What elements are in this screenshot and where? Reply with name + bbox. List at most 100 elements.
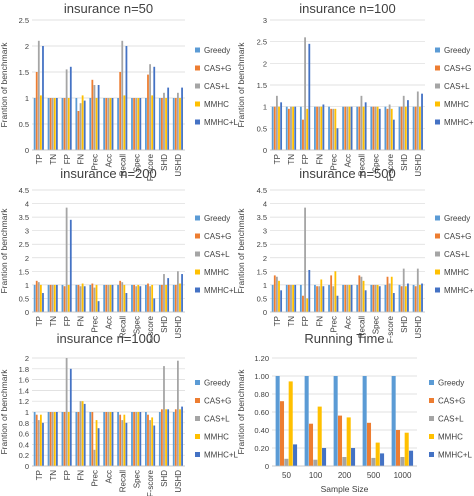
bar-greedy-fp bbox=[299, 106, 302, 150]
x-tick-label: Spec bbox=[132, 154, 141, 172]
bar-cas-plus-g-shd bbox=[161, 409, 163, 466]
y-axis-label: Frantion of benchmark bbox=[236, 369, 246, 455]
bar-cas-plus-g-fn bbox=[316, 106, 318, 150]
bar-mmhc-plus-l-recall bbox=[364, 290, 367, 312]
bar-mmhc-plus-l-fn bbox=[83, 100, 86, 150]
bar-greedy-spec bbox=[370, 284, 373, 312]
bar-mmhc-shd bbox=[165, 284, 167, 312]
legend-entry: MMHC bbox=[204, 100, 229, 109]
bar-cas-plus-l-tp bbox=[37, 40, 40, 150]
bar-mmhc-fn bbox=[320, 106, 323, 150]
legend-swatch bbox=[429, 380, 434, 385]
bar-cas-plus-g-ushd bbox=[414, 106, 417, 150]
bar-cas-plus-l-tn bbox=[51, 412, 54, 466]
bar-mmhc-ushd bbox=[179, 283, 181, 312]
bar-mmhc-plus-l-f-score bbox=[392, 119, 395, 150]
bar-cas-plus-l-f-score bbox=[388, 283, 391, 312]
x-tick-label: Recall bbox=[358, 154, 367, 176]
bar-greedy-shd bbox=[398, 284, 401, 312]
x-tick-label: FP bbox=[63, 316, 72, 326]
legend-swatch bbox=[435, 83, 440, 89]
y-tick-label: 2.5 bbox=[257, 38, 267, 47]
y-tick-label: 0.5 bbox=[19, 294, 29, 303]
x-tick-label: SHD bbox=[160, 316, 169, 333]
x-axis-label: Sample Size bbox=[321, 484, 369, 494]
bar-mmhc-recall bbox=[123, 284, 126, 312]
bar-mmhc-tp bbox=[39, 414, 42, 466]
bar-mmhc-recall bbox=[362, 106, 365, 150]
bar-cas-plus-g-spec bbox=[372, 106, 375, 150]
bar-cas-plus-l-fp bbox=[65, 207, 68, 312]
bar-mmhc-200 bbox=[346, 417, 351, 466]
bar-cas-plus-l-100 bbox=[313, 459, 318, 466]
bar-mmhc-shd bbox=[165, 98, 167, 150]
bar-mmhc-plus-l-fp bbox=[69, 368, 72, 466]
bar-mmhc-acc bbox=[109, 412, 112, 466]
bar-mmhc-plus-l-tn bbox=[294, 284, 297, 312]
bar-greedy-fn bbox=[314, 284, 316, 312]
x-tick-label: Prec bbox=[329, 154, 338, 170]
bar-greedy-spec bbox=[131, 284, 133, 312]
bar-cas-plus-l-f-score bbox=[388, 104, 391, 150]
bar-mmhc-ushd bbox=[179, 409, 181, 466]
x-tick-label: Spec bbox=[372, 154, 381, 172]
legend-entry: CAS+G bbox=[444, 64, 471, 73]
y-tick-label: 2 bbox=[25, 354, 29, 363]
legend-entry: CAS+L bbox=[204, 250, 230, 259]
bar-mmhc-plus-l-100 bbox=[322, 448, 327, 466]
x-tick-label: Spec bbox=[132, 316, 141, 334]
x-tick-label: F-score bbox=[146, 469, 155, 496]
bar-cas-plus-l-fn bbox=[79, 401, 82, 466]
bar-cas-plus-g-f-score bbox=[147, 74, 149, 150]
x-tick-label: Recall bbox=[118, 154, 127, 176]
bar-mmhc-plus-l-fn bbox=[322, 286, 325, 312]
bar-mmhc-plus-l-recall bbox=[125, 422, 128, 466]
bar-greedy-acc bbox=[103, 412, 106, 466]
legend-swatch bbox=[195, 380, 200, 385]
legend-entry: MMHC+L bbox=[204, 286, 239, 295]
bar-mmhc-plus-l-fp bbox=[69, 66, 72, 150]
x-tick-label: USHD bbox=[174, 316, 183, 339]
legend-entry: CAS+G bbox=[204, 232, 231, 241]
bar-cas-plus-g-recall bbox=[119, 72, 122, 150]
y-tick-label: 0.6 bbox=[19, 430, 29, 439]
bar-cas-plus-l-prec bbox=[332, 108, 335, 150]
legend-entry: MMHC+L bbox=[438, 451, 473, 460]
bar-greedy-acc bbox=[103, 284, 106, 312]
bar-mmhc-fn bbox=[81, 95, 84, 150]
bar-cas-plus-g-fp bbox=[302, 295, 304, 312]
x-tick-label: TN bbox=[287, 154, 296, 165]
bar-cas-plus-l-fn bbox=[79, 286, 82, 312]
bar-mmhc-plus-l-ushd bbox=[421, 283, 423, 312]
x-tick-label: TP bbox=[35, 154, 44, 164]
legend-swatch bbox=[195, 452, 200, 457]
legend-entry: Greedy bbox=[444, 46, 470, 55]
bar-mmhc-plus-l-tp bbox=[280, 102, 283, 150]
bar-greedy-fn bbox=[75, 284, 78, 312]
chart-panel-5: insurance n=1000 Frantion of benchmark 0 0.… bbox=[0, 331, 239, 496]
bar-mmhc-plus-l-spec bbox=[378, 286, 381, 312]
y-tick-label: 1 bbox=[25, 94, 29, 103]
x-tick-label: Acc bbox=[344, 316, 353, 329]
bar-cas-plus-g-fn bbox=[77, 412, 80, 466]
legend-swatch bbox=[435, 215, 440, 221]
bar-mmhc-tp bbox=[278, 106, 280, 150]
y-axis-label: Frantion of benchmark bbox=[236, 208, 246, 294]
bar-cas-plus-g-shd bbox=[400, 106, 403, 150]
bar-mmhc-plus-l-1000 bbox=[409, 450, 414, 466]
bar-mmhc-prec bbox=[334, 108, 337, 150]
bar-cas-plus-g-spec bbox=[372, 284, 375, 312]
bar-greedy-shd bbox=[398, 106, 401, 150]
bar-cas-plus-l-tn bbox=[51, 284, 54, 312]
bar-cas-plus-l-recall bbox=[121, 40, 124, 150]
bar-greedy-spec bbox=[370, 106, 373, 150]
y-tick-label: 2.5 bbox=[257, 240, 267, 249]
x-tick-label: TP bbox=[273, 154, 282, 164]
bar-greedy-tn bbox=[47, 412, 50, 466]
bar-cas-plus-l-recall bbox=[121, 420, 124, 466]
bar-greedy-recall bbox=[356, 284, 359, 312]
bar-mmhc-plus-l-shd bbox=[167, 278, 170, 312]
bar-greedy-acc bbox=[342, 284, 345, 312]
bar-mmhc-acc bbox=[348, 284, 351, 312]
bar-cas-plus-g-recall bbox=[119, 414, 122, 466]
